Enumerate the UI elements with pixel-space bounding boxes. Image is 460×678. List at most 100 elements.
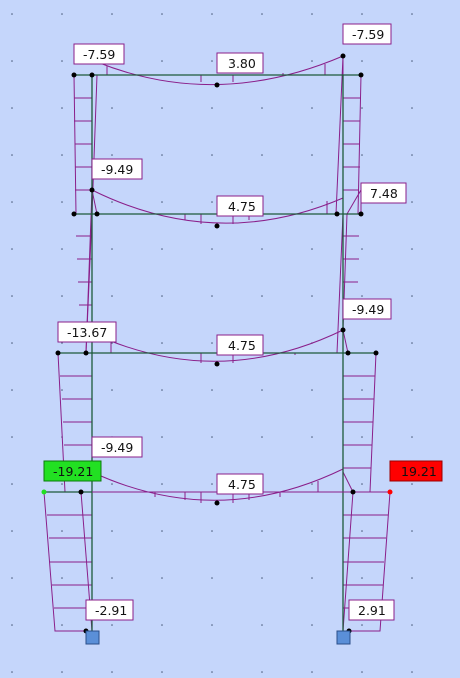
grid-dot: [161, 342, 163, 344]
label-box-right-base: [348, 599, 395, 621]
right-base-support[interactable]: [336, 630, 351, 645]
grid-dot: [211, 248, 213, 250]
grid-dot: [411, 154, 413, 156]
left-base-support[interactable]: [85, 630, 100, 645]
grid-dot: [11, 389, 13, 391]
grid-dot: [61, 60, 63, 62]
left-column-moment-outline: [43, 74, 98, 632]
label-floor3-right-end: 7.48: [370, 186, 398, 201]
grid-dot: [261, 248, 263, 250]
grid-dot: [211, 624, 213, 626]
grid-dot: [261, 624, 263, 626]
label-box-floor2-right-end: [342, 298, 392, 320]
grid-dot: [11, 60, 13, 62]
grid-dots: [11, 13, 413, 673]
joint-node: [373, 350, 379, 356]
grid-dot: [161, 60, 163, 62]
grid-dot: [111, 13, 113, 15]
grid-dot: [411, 530, 413, 532]
grid-dot: [311, 389, 313, 391]
label-box-floor1-midspan: [216, 473, 264, 495]
grid-dot: [11, 248, 13, 250]
label-box-floor2-left-end: [57, 321, 117, 343]
grid-dot: [361, 483, 363, 485]
grid-dot: [311, 530, 313, 532]
grid-dot: [311, 13, 313, 15]
grid-dot: [411, 248, 413, 250]
grid-dot: [311, 295, 313, 297]
roof-beam-hatching: [106, 64, 326, 82]
grid-dot: [311, 483, 313, 485]
grid-dot: [211, 671, 213, 673]
grid-dot: [211, 483, 213, 485]
grid-dot: [161, 530, 163, 532]
label-box-left-base: [85, 599, 134, 621]
floor3-beam-moment-curve: [91, 189, 344, 224]
label-box-roof-left-end: [73, 43, 125, 65]
label-floor2-midspan: 4.75: [228, 338, 256, 353]
grid-dot: [261, 436, 263, 438]
floor1-beam-hatching: [154, 481, 319, 503]
label-floor3-midspan: 4.75: [228, 199, 256, 214]
grid-dot: [261, 671, 263, 673]
label-floor2-left-end: -13.67: [67, 325, 107, 340]
joint-node: [350, 489, 356, 495]
grid-dot: [311, 248, 313, 250]
joint-node: [340, 327, 346, 333]
left-column-hatching: [47, 97, 92, 609]
grid-dot: [161, 295, 163, 297]
grid-dot: [361, 389, 363, 391]
grid-dot: [11, 295, 13, 297]
grid-dot: [161, 13, 163, 15]
grid-dot: [111, 107, 113, 109]
grid-dot: [361, 248, 363, 250]
grid-dot: [261, 389, 263, 391]
joint-node: [78, 489, 84, 495]
grid-dot: [11, 13, 13, 15]
grid-dot: [411, 60, 413, 62]
joint-node: [214, 500, 220, 506]
right-column-moment-outline-inner: [335, 55, 354, 632]
grid-dot: [211, 342, 213, 344]
label-roof-right-end: -7.59: [352, 27, 384, 42]
label-box-max-negative: [43, 460, 102, 482]
joint-node: [83, 350, 89, 356]
grid-dot: [61, 342, 63, 344]
grid-dot: [411, 483, 413, 485]
grid-dot: [411, 13, 413, 15]
grid-dot: [411, 577, 413, 579]
grid-dot: [211, 107, 213, 109]
max-positive-node: [387, 489, 393, 495]
grid-dot: [61, 248, 63, 250]
grid-dot: [361, 530, 363, 532]
floor2-beam-moment-curve: [91, 329, 344, 362]
grid-dot: [411, 201, 413, 203]
grid-dot: [61, 154, 63, 156]
grid-dot: [11, 577, 13, 579]
label-max-positive: 19.21: [401, 464, 437, 479]
joint-node: [358, 211, 364, 217]
label-box-roof-right-end: [342, 23, 392, 45]
label-box-floor2-midspan: [216, 334, 264, 356]
grid-dot: [111, 342, 113, 344]
grid-dot: [361, 436, 363, 438]
grid-dot: [311, 60, 313, 62]
label-floor1-left-end: -9.49: [101, 440, 133, 455]
grid-dot: [361, 295, 363, 297]
label-roof-left-end: -7.59: [83, 47, 115, 62]
grid-dot: [361, 107, 363, 109]
moment-value-labels: -7.59 3.80 -7.59 -9.49 4.75 7.48 -13.67 …: [43, 23, 443, 621]
grid-dot: [11, 483, 13, 485]
joint-node: [94, 211, 100, 217]
grid-dot: [411, 107, 413, 109]
grid-dot: [311, 671, 313, 673]
grid-dot: [361, 60, 363, 62]
grid-dot: [361, 624, 363, 626]
grid-dot: [361, 13, 363, 15]
max-negative-node: [41, 489, 47, 495]
grid-dot: [161, 483, 163, 485]
grid-dot: [411, 389, 413, 391]
grid-dot: [311, 154, 313, 156]
grid-dot: [261, 530, 263, 532]
